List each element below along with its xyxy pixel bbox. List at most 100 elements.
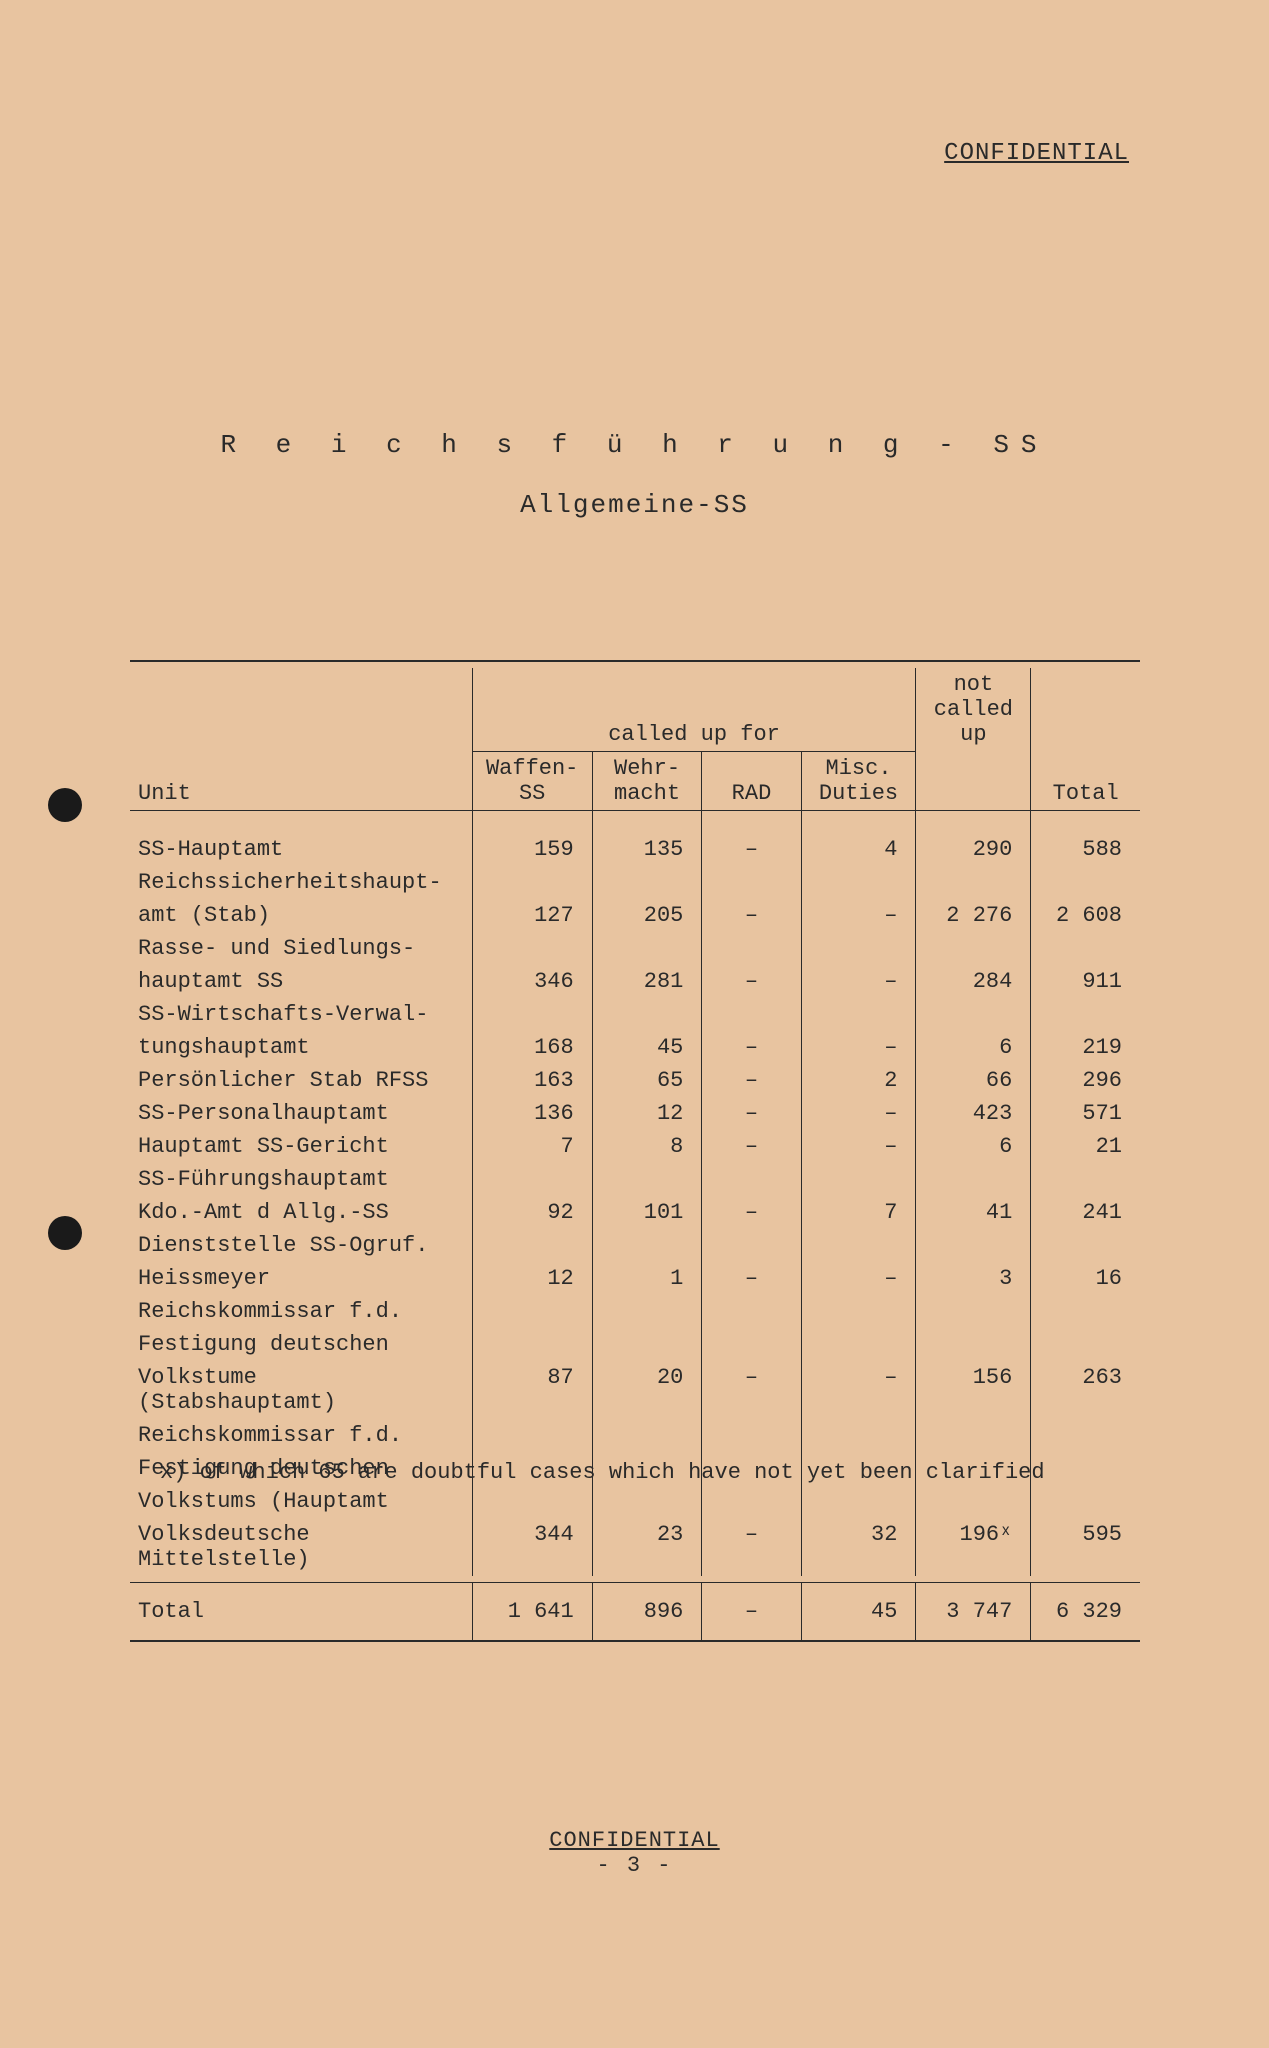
table-row: Reichskommissar f.d. bbox=[130, 1295, 1140, 1328]
total-cell bbox=[1031, 1295, 1140, 1328]
footer-page-number: - 3 - bbox=[0, 1853, 1269, 1878]
misc-cell bbox=[801, 1419, 916, 1452]
header-rad: RAD bbox=[702, 751, 801, 810]
header-waffen-ss: Waffen-SS bbox=[472, 751, 592, 810]
total-cell: 588 bbox=[1031, 833, 1140, 866]
not_called-cell bbox=[916, 998, 1031, 1031]
waffen_ss-cell: 92 bbox=[472, 1196, 592, 1229]
misc-cell: – bbox=[801, 899, 916, 932]
total-cell bbox=[1031, 1328, 1140, 1361]
waffen_ss-cell: 87 bbox=[472, 1361, 592, 1419]
wehrmacht-cell: 45 bbox=[592, 1031, 702, 1064]
table-row: Festigung deutschen bbox=[130, 1328, 1140, 1361]
total-not-called: 3 747 bbox=[916, 1582, 1031, 1641]
misc-cell bbox=[801, 1163, 916, 1196]
footer: CONFIDENTIAL - 3 - bbox=[0, 1828, 1269, 1878]
table-row: Reichskommissar f.d. bbox=[130, 1419, 1140, 1452]
waffen_ss-cell bbox=[472, 1229, 592, 1262]
header-called-up-for: called up for bbox=[472, 668, 916, 751]
total-label: Total bbox=[130, 1582, 472, 1641]
table-row: Volksdeutsche Mittelstelle)34423–32196ˣ5… bbox=[130, 1518, 1140, 1576]
table-row: SS-Personalhauptamt13612––423571 bbox=[130, 1097, 1140, 1130]
unit-cell: Reichssicherheitshaupt- bbox=[130, 866, 472, 899]
waffen_ss-cell: 344 bbox=[472, 1518, 592, 1576]
wehrmacht-cell: 23 bbox=[592, 1518, 702, 1576]
wehrmacht-cell: 101 bbox=[592, 1196, 702, 1229]
not_called-cell bbox=[916, 1229, 1031, 1262]
table-row: Rasse- und Siedlungs- bbox=[130, 932, 1140, 965]
table-row: amt (Stab)127205––2 2762 608 bbox=[130, 899, 1140, 932]
wehrmacht-cell: 20 bbox=[592, 1361, 702, 1419]
header-unit: Unit bbox=[130, 751, 472, 810]
not_called-cell bbox=[916, 1419, 1031, 1452]
waffen_ss-cell bbox=[472, 932, 592, 965]
rad-cell bbox=[702, 1419, 801, 1452]
header-total: Total bbox=[1031, 751, 1140, 810]
not_called-cell bbox=[916, 1163, 1031, 1196]
total-cell bbox=[1031, 1229, 1140, 1262]
total-cell bbox=[1031, 1419, 1140, 1452]
total-cell bbox=[1031, 1163, 1140, 1196]
total-cell: 21 bbox=[1031, 1130, 1140, 1163]
unit-cell: SS-Personalhauptamt bbox=[130, 1097, 472, 1130]
unit-cell: tungshauptamt bbox=[130, 1031, 472, 1064]
total-total: 6 329 bbox=[1031, 1582, 1140, 1641]
rad-cell: – bbox=[702, 1064, 801, 1097]
unit-cell: Festigung deutschen bbox=[130, 1328, 472, 1361]
unit-cell: Dienststelle SS-Ogruf. bbox=[130, 1229, 472, 1262]
unit-cell: Hauptamt SS-Gericht bbox=[130, 1130, 472, 1163]
title-main: R e i c h s f ü h r u n g - SS bbox=[0, 430, 1269, 460]
table-row: Heissmeyer121––316 bbox=[130, 1262, 1140, 1295]
rad-cell bbox=[702, 998, 801, 1031]
misc-cell bbox=[801, 866, 916, 899]
waffen_ss-cell bbox=[472, 1328, 592, 1361]
unit-cell: Volksdeutsche Mittelstelle) bbox=[130, 1518, 472, 1576]
rad-cell bbox=[702, 932, 801, 965]
misc-cell bbox=[801, 1485, 916, 1518]
not_called-cell bbox=[916, 1485, 1031, 1518]
wehrmacht-cell: 12 bbox=[592, 1097, 702, 1130]
waffen_ss-cell: 7 bbox=[472, 1130, 592, 1163]
misc-cell bbox=[801, 1295, 916, 1328]
waffen_ss-cell bbox=[472, 1295, 592, 1328]
not_called-cell: 423 bbox=[916, 1097, 1031, 1130]
total-cell bbox=[1031, 1485, 1140, 1518]
rad-cell bbox=[702, 1229, 801, 1262]
rad-cell: – bbox=[702, 965, 801, 998]
not_called-cell: 156 bbox=[916, 1361, 1031, 1419]
table-row: Volkstume (Stabshauptamt)8720––156263 bbox=[130, 1361, 1140, 1419]
wehrmacht-cell: 205 bbox=[592, 899, 702, 932]
total-cell: 16 bbox=[1031, 1262, 1140, 1295]
not_called-cell: 66 bbox=[916, 1064, 1031, 1097]
not_called-cell: 6 bbox=[916, 1130, 1031, 1163]
not_called-cell bbox=[916, 932, 1031, 965]
misc-cell: 7 bbox=[801, 1196, 916, 1229]
rad-cell: – bbox=[702, 1097, 801, 1130]
waffen_ss-cell: 127 bbox=[472, 899, 592, 932]
rad-cell bbox=[702, 1485, 801, 1518]
waffen_ss-cell bbox=[472, 866, 592, 899]
title-block: R e i c h s f ü h r u n g - SS Allgemein… bbox=[0, 430, 1269, 520]
not_called-cell: 41 bbox=[916, 1196, 1031, 1229]
waffen_ss-cell: 12 bbox=[472, 1262, 592, 1295]
misc-cell bbox=[801, 1328, 916, 1361]
misc-cell: – bbox=[801, 1361, 916, 1419]
total-cell: 2 608 bbox=[1031, 899, 1140, 932]
unit-cell: Persönlicher Stab RFSS bbox=[130, 1064, 472, 1097]
header-misc-duties: Misc. Duties bbox=[801, 751, 916, 810]
wehrmacht-cell: 8 bbox=[592, 1130, 702, 1163]
wehrmacht-cell bbox=[592, 1163, 702, 1196]
waffen_ss-cell: 163 bbox=[472, 1064, 592, 1097]
not_called-cell: 284 bbox=[916, 965, 1031, 998]
wehrmacht-cell bbox=[592, 932, 702, 965]
unit-cell: Volkstums (Hauptamt bbox=[130, 1485, 472, 1518]
waffen_ss-cell bbox=[472, 1485, 592, 1518]
rad-cell: – bbox=[702, 1361, 801, 1419]
total-cell: 571 bbox=[1031, 1097, 1140, 1130]
not_called-cell: 6 bbox=[916, 1031, 1031, 1064]
not_called-cell bbox=[916, 866, 1031, 899]
total-wehrmacht: 896 bbox=[592, 1582, 702, 1641]
total-cell: 241 bbox=[1031, 1196, 1140, 1229]
rad-cell: – bbox=[702, 1130, 801, 1163]
misc-cell: 4 bbox=[801, 833, 916, 866]
